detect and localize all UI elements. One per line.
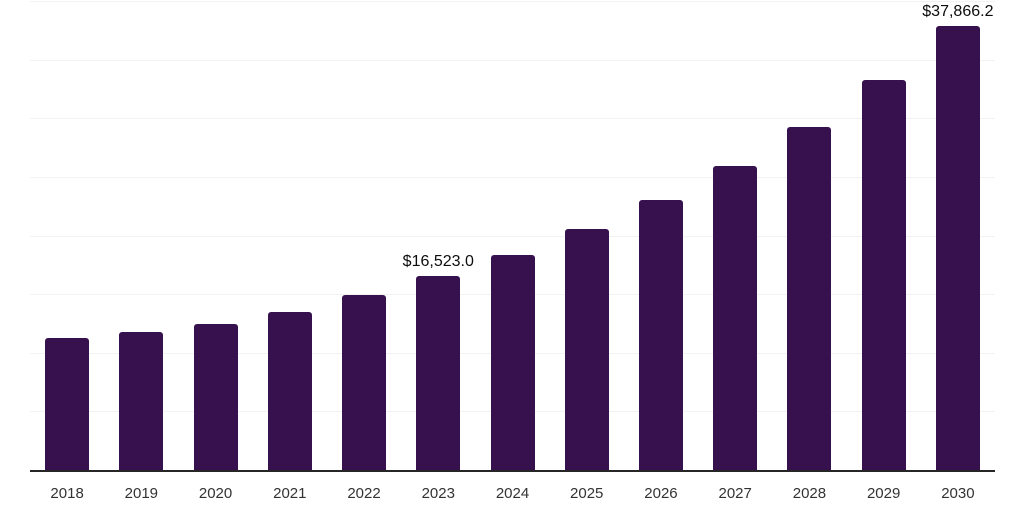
x-tick-label-2028: 2028 [792,485,827,502]
gridline [30,235,995,237]
gridline [30,59,995,61]
bar-2019 [119,332,164,470]
x-tick-label-2018: 2018 [50,485,84,502]
x-tick-label-2019: 2019 [124,485,159,502]
x-tick-label-2029: 2029 [866,485,901,502]
gridline [30,176,995,178]
bar-2022 [342,295,387,470]
bar-2029 [861,80,906,470]
bar-2026 [638,200,683,470]
x-tick-label-2026: 2026 [644,485,678,502]
gridline [30,118,995,120]
bar-2024 [490,255,535,470]
bar-2020 [193,324,238,470]
x-tick-label-2022: 2022 [347,485,381,502]
x-tick-label-2024: 2024 [495,485,530,502]
x-tick-label-2020: 2020 [198,485,233,502]
bar-2018 [45,337,90,470]
data-label-2030: $37,866.2 [922,3,994,21]
x-tick-label-2027: 2027 [718,485,752,502]
x-tick-label-2030: 2030 [941,485,975,502]
bar-2023 [416,276,461,470]
x-tick-label-2025: 2025 [570,485,604,502]
x-tick-label-2023: 2023 [421,485,455,502]
bar-2021 [267,311,312,470]
data-label-2023: $16,523.0 [402,253,474,271]
x-tick-label-2021: 2021 [273,485,307,502]
bar-2028 [787,127,832,470]
bar-2027 [713,166,758,470]
x-axis-line [30,470,995,472]
bar-2030 [935,26,980,470]
gridline [30,1,995,2]
bar-2025 [564,229,609,470]
